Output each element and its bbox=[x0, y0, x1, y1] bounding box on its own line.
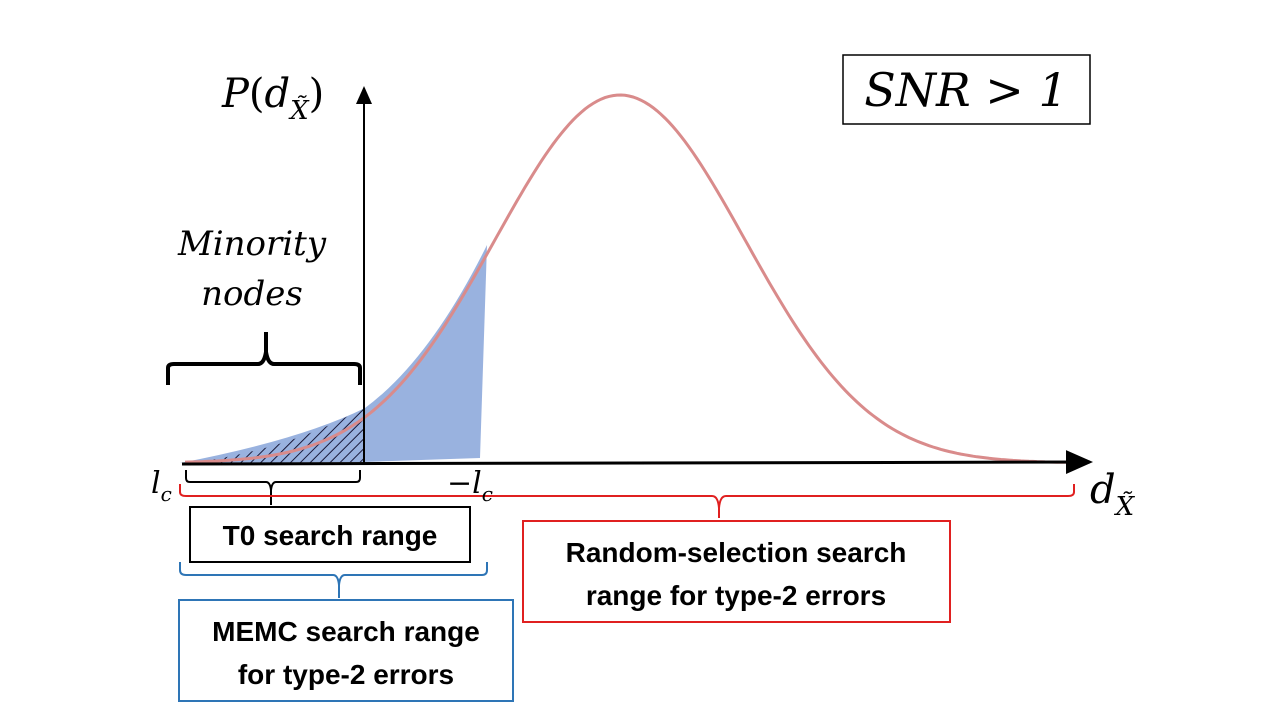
snr-box bbox=[842, 54, 1091, 125]
random-box-line2: range for type-2 errors bbox=[586, 580, 886, 611]
memc-box-line2: for type-2 errors bbox=[238, 659, 454, 690]
y-axis-label: P(dX̃) bbox=[221, 71, 324, 126]
minority-bracket bbox=[166, 332, 362, 385]
random-box bbox=[522, 520, 951, 623]
x-axis-line bbox=[181, 450, 1093, 475]
neg-lc-label: −lc bbox=[447, 466, 493, 506]
random-bracket bbox=[179, 484, 1075, 518]
memc-box bbox=[178, 599, 514, 702]
snr-label: SNR > 1 bbox=[864, 63, 1067, 117]
memc-bracket bbox=[179, 562, 488, 598]
memc-box-line1: MEMC search range bbox=[212, 616, 480, 647]
t0-box-text: T0 search range bbox=[223, 520, 438, 551]
shaded-region bbox=[180, 245, 487, 463]
lc-label: lc bbox=[151, 466, 172, 506]
t0-bracket bbox=[185, 470, 361, 505]
t0-box bbox=[189, 506, 471, 563]
random-box-line1: Random-selection search bbox=[566, 537, 907, 568]
distribution-curve bbox=[184, 93, 1077, 464]
minority-label-line1: Minority bbox=[177, 224, 327, 264]
minority-label-line2: nodes bbox=[201, 274, 303, 314]
x-axis-label: dX̃ bbox=[1090, 467, 1136, 522]
hatched-minority-region bbox=[185, 408, 363, 464]
